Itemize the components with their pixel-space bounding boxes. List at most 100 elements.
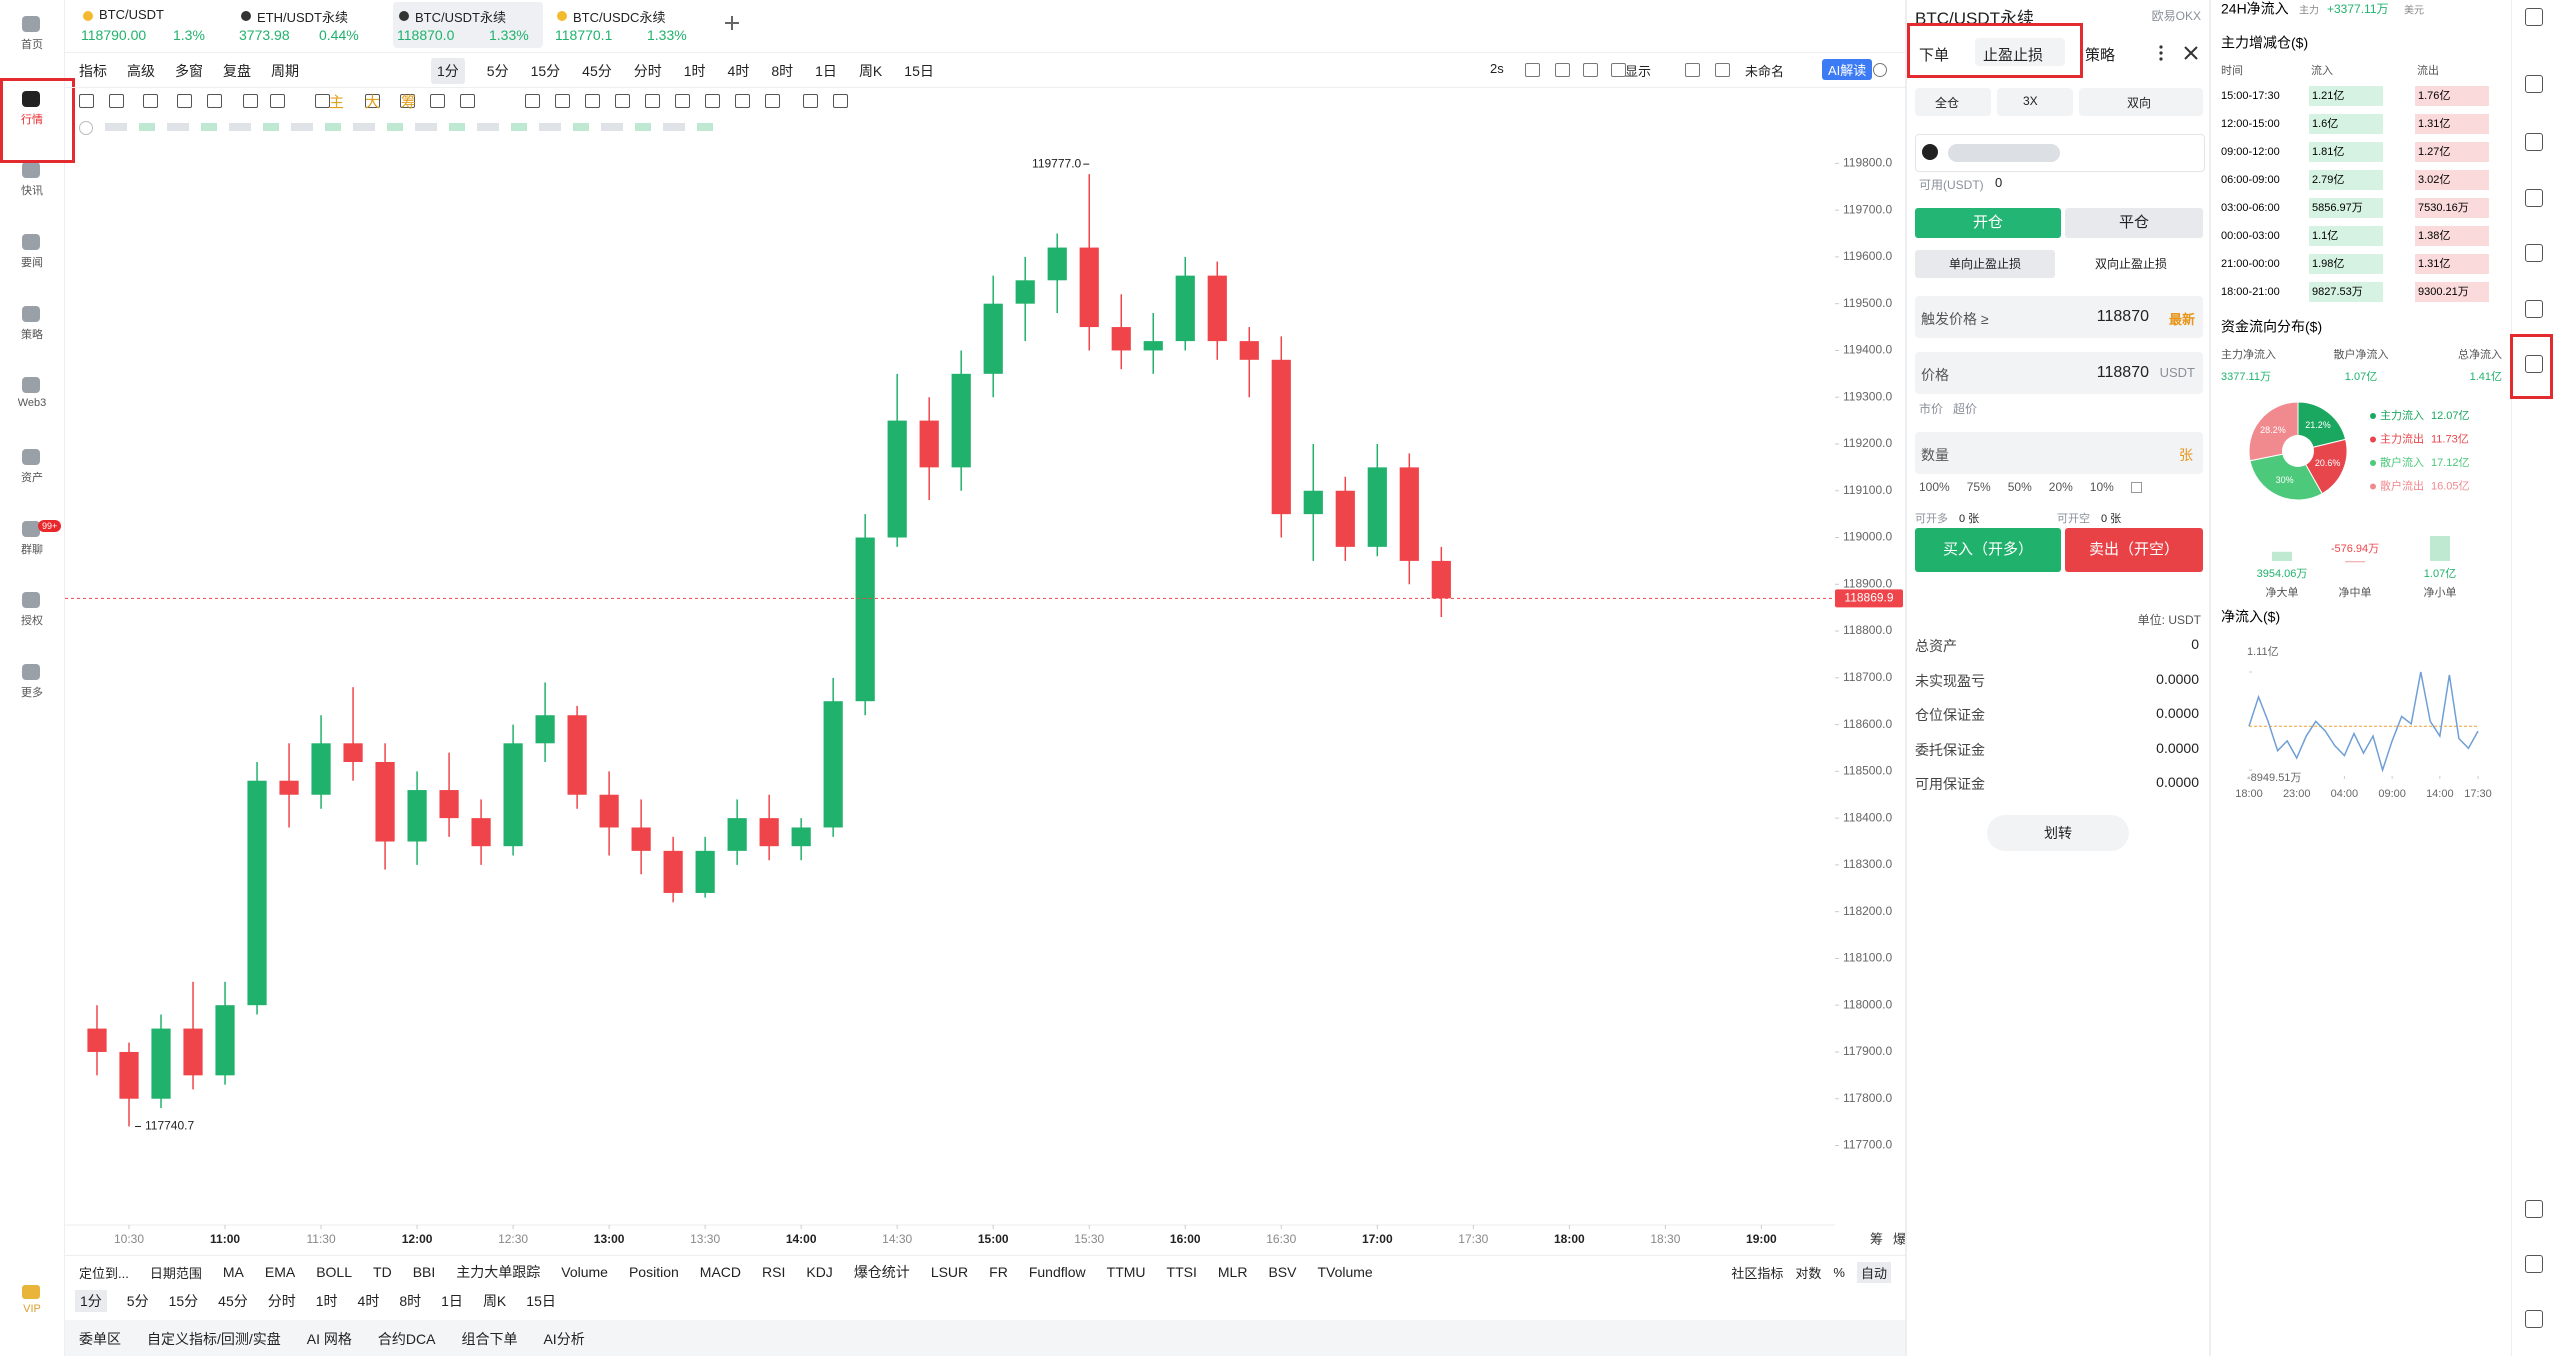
margin-mode[interactable]: 全仓: [1935, 96, 1960, 110]
tool-icon[interactable]: [365, 94, 380, 108]
close-button[interactable]: 平仓: [2065, 208, 2203, 238]
toolbar-item[interactable]: 显示: [1625, 64, 1652, 79]
period[interactable]: 45分: [582, 63, 612, 79]
tab[interactable]: BTC/USDT 118790.00 1.3%: [77, 2, 227, 48]
period[interactable]: 45分: [218, 1293, 248, 1309]
indicator[interactable]: TTSI: [1166, 1264, 1197, 1280]
side-icon[interactable]: [2525, 189, 2543, 207]
nav-label[interactable]: Web3: [17, 397, 47, 409]
indicator[interactable]: MA: [222, 1264, 244, 1280]
tool-icon[interactable]: [675, 94, 690, 108]
draw-label[interactable]: 大: [365, 94, 381, 111]
indicator[interactable]: Volume: [561, 1264, 608, 1280]
tool-icon[interactable]: [143, 94, 158, 108]
percent[interactable]: 50%: [2007, 480, 2032, 494]
nav-label[interactable]: 更多: [21, 687, 43, 699]
period[interactable]: 1时: [683, 63, 706, 79]
side-icon[interactable]: [2525, 75, 2543, 93]
tab[interactable]: 下单: [1919, 47, 1950, 64]
indicator[interactable]: BSV: [1268, 1264, 1297, 1280]
tool-icon[interactable]: [270, 94, 285, 108]
sell-button[interactable]: 卖出（开空）: [2065, 528, 2203, 572]
indicator[interactable]: TTMU: [1106, 1264, 1146, 1280]
toolbar-item[interactable]: 多窗: [175, 63, 203, 79]
draw-label[interactable]: 筹: [401, 94, 417, 111]
period[interactable]: 分时: [633, 63, 662, 79]
tool-icon[interactable]: [207, 94, 222, 108]
period[interactable]: 1日: [441, 1293, 463, 1309]
indicator[interactable]: LSUR: [930, 1264, 969, 1280]
tool-icon[interactable]: [585, 94, 600, 108]
indicator[interactable]: EMA: [264, 1264, 296, 1280]
tab[interactable]: ETH/USDT永续 3773.98 0.44%: [235, 2, 385, 48]
period[interactable]: 周K: [858, 63, 883, 79]
period[interactable]: 8时: [399, 1293, 422, 1309]
nav-label[interactable]: 资产: [21, 472, 43, 484]
tool-icon[interactable]: [615, 94, 630, 108]
period[interactable]: 4时: [727, 63, 750, 79]
side-icon[interactable]: [2525, 133, 2543, 151]
indicator[interactable]: 定位到...: [79, 1265, 129, 1281]
period[interactable]: 8时: [771, 63, 794, 79]
indicator[interactable]: MLR: [1217, 1264, 1248, 1280]
indicator[interactable]: 日期范围: [149, 1265, 202, 1281]
tool-icon[interactable]: [243, 94, 258, 108]
nav-label[interactable]: 行情: [21, 114, 43, 126]
vip[interactable]: VIP: [23, 1303, 41, 1315]
tab-active[interactable]: 止盈止损: [1983, 47, 2044, 64]
toolbar-item[interactable]: 未命名: [1745, 64, 1785, 79]
period[interactable]: 1分: [75, 1290, 107, 1312]
toolbar-item[interactable]: 高级: [127, 63, 155, 79]
nav-label[interactable]: 快讯: [21, 185, 43, 197]
indicator[interactable]: TD: [373, 1264, 392, 1280]
period[interactable]: 周K: [482, 1293, 507, 1309]
bottom-tab[interactable]: 组合下单: [461, 1331, 518, 1347]
period[interactable]: 5分: [126, 1293, 149, 1309]
percent[interactable]: 75%: [1966, 480, 1991, 494]
side-icon[interactable]: [2525, 355, 2543, 373]
open-button[interactable]: 开仓: [1915, 208, 2061, 238]
nav-label[interactable]: 首页: [21, 39, 43, 51]
period[interactable]: 15日: [526, 1293, 556, 1309]
transfer-button[interactable]: 划转: [1987, 815, 2129, 851]
indicator[interactable]: BBI: [412, 1264, 436, 1280]
tool-icon[interactable]: [177, 94, 192, 108]
toolbar-item[interactable]: 复盘: [223, 63, 251, 79]
percent[interactable]: 10%: [2089, 480, 2114, 494]
option[interactable]: 对数: [1795, 1266, 1822, 1281]
tool-icon[interactable]: [833, 94, 848, 108]
toolbar-item[interactable]: 指标: [79, 63, 107, 79]
period[interactable]: 分时: [267, 1293, 296, 1309]
period[interactable]: 4时: [357, 1293, 380, 1309]
draw-label[interactable]: 主: [329, 94, 345, 111]
indicator[interactable]: TVolume: [1317, 1264, 1373, 1280]
bottom-tab[interactable]: AI分析: [543, 1331, 585, 1347]
tool-icon[interactable]: [735, 94, 750, 108]
exchange[interactable]: 欧易OKX: [2151, 9, 2201, 23]
tab[interactable]: 策略: [2085, 47, 2116, 64]
tool-icon[interactable]: [803, 94, 818, 108]
price-type[interactable]: 最新: [2168, 312, 2195, 327]
bottom-tab[interactable]: AI 网格: [306, 1331, 352, 1347]
option[interactable]: %: [1833, 1265, 1845, 1280]
tool-icon[interactable]: [109, 94, 124, 108]
period[interactable]: 1时: [315, 1293, 338, 1309]
position-mode[interactable]: 双向: [2127, 96, 2152, 110]
unit[interactable]: 张: [2179, 447, 2193, 463]
side-icon[interactable]: [2525, 1200, 2543, 1218]
period[interactable]: 15分: [168, 1293, 199, 1309]
option[interactable]: 超价: [1953, 402, 1978, 416]
bottom-tab[interactable]: 自定义指标/回测/实盘: [147, 1331, 281, 1347]
tab[interactable]: BTC/USDT永续 118870.0 1.33%: [393, 2, 543, 48]
side-icon[interactable]: [2525, 1255, 2543, 1273]
option[interactable]: 单向止盈止损: [1915, 250, 2055, 278]
tool-icon[interactable]: [555, 94, 570, 108]
toolbar-item[interactable]: 2s: [1490, 61, 1504, 76]
input-value[interactable]: 118870: [2096, 364, 2149, 381]
side-icon[interactable]: [2525, 244, 2543, 262]
indicator[interactable]: BOLL: [316, 1264, 353, 1280]
percent[interactable]: 20%: [2048, 480, 2073, 494]
tool-icon[interactable]: [645, 94, 660, 108]
indicator[interactable]: Fundflow: [1028, 1264, 1086, 1280]
bottom-tab[interactable]: 委单区: [79, 1331, 121, 1347]
